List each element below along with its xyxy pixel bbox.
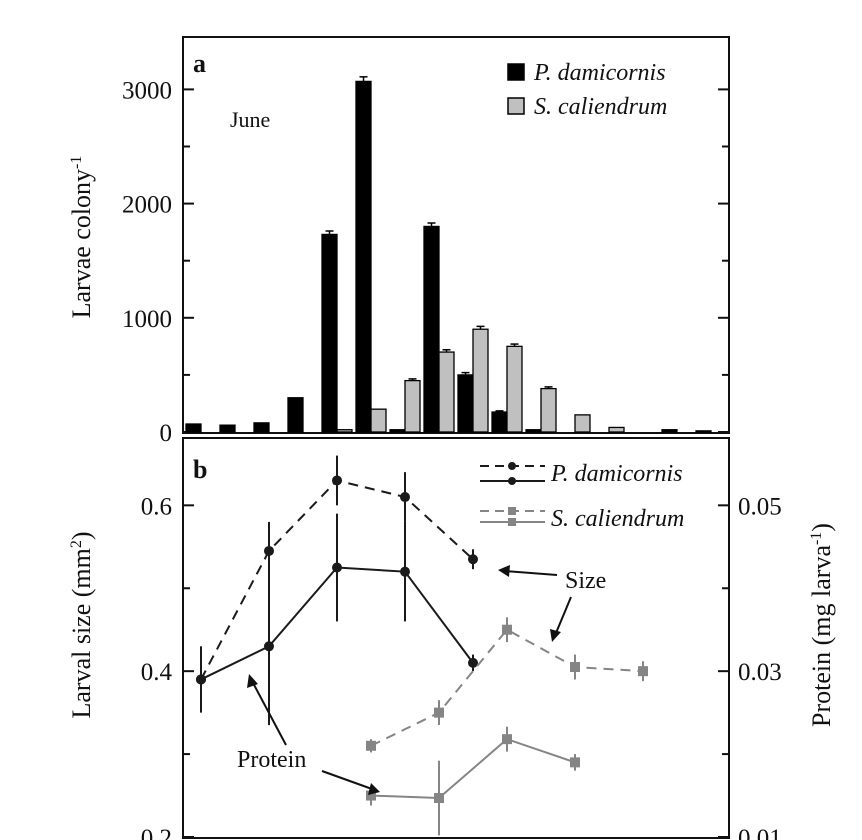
panel-b-frame xyxy=(182,437,730,839)
bar-p-damicornis-7 xyxy=(423,225,440,433)
panel-a-letter: a xyxy=(193,49,206,78)
panel-b-left-y-axis-label: Larval size (mm2) xyxy=(67,531,96,718)
series-point-s-caliendrum-size xyxy=(638,666,648,677)
legend-label-p-damicornis: P. damicornis xyxy=(533,60,666,86)
panel-b-left-y-tick-label: 0.6 xyxy=(141,493,172,520)
series-point-s-caliendrum-protein xyxy=(366,790,376,801)
panel-b-right-y-axis-label: Protein (mg larva-1) xyxy=(807,523,836,727)
bar-s-caliendrum-4 xyxy=(336,429,353,433)
protein-arrow-2 xyxy=(321,770,373,790)
size-arrowhead-2 xyxy=(550,629,561,642)
bar-p-damicornis-10 xyxy=(525,429,542,433)
protein-arrowhead-1 xyxy=(247,674,258,688)
panel-b-letter: b xyxy=(193,455,207,484)
series-line-s-caliendrum-protein xyxy=(370,738,576,800)
legend-label-p-damicornis-b: P. damicornis xyxy=(550,461,683,487)
bar-s-caliendrum-9 xyxy=(506,345,523,433)
bar-s-caliendrum-10 xyxy=(540,387,557,433)
panel-a-legend: P. damicornis S. caliendrum xyxy=(507,60,667,120)
panel-b-right-y-tick-label: 0.03 xyxy=(738,659,782,686)
june-annotation: June xyxy=(230,107,270,132)
panel-b-right-y-tick-label: 0.05 xyxy=(738,493,782,520)
bar-s-caliendrum-7 xyxy=(438,351,455,433)
panel-b-left-y-tick-label: 0.4 xyxy=(141,659,173,686)
bar-p-damicornis-4 xyxy=(321,233,338,433)
bar-p-damicornis-9 xyxy=(491,411,508,433)
panel-b-right-y-ticks: 0.01 0.03 0.05 xyxy=(718,493,782,840)
panel-a-bars xyxy=(185,76,712,433)
bar-s-caliendrum-6 xyxy=(404,379,421,433)
size-arrow-1 xyxy=(504,570,558,576)
bar-s-caliendrum-8 xyxy=(472,328,489,433)
legend-marker-s-caliendrum-solid xyxy=(508,518,516,526)
legend-swatch-p-damicornis xyxy=(507,63,525,81)
bar-p-damicornis-14 xyxy=(661,429,678,433)
protein-annotation: Protein xyxy=(237,747,306,773)
legend-swatch-s-caliendrum xyxy=(507,97,525,115)
panel-a-y-tick-label: 1000 xyxy=(122,306,172,333)
bar-s-caliendrum-5 xyxy=(370,408,387,433)
series-point-p-damicornis-size xyxy=(468,554,478,565)
series-point-s-caliendrum-protein xyxy=(502,734,512,745)
size-arrowhead-1 xyxy=(498,565,510,577)
bar-p-damicornis-6 xyxy=(389,429,406,433)
bar-p-damicornis-3 xyxy=(287,397,304,433)
series-point-p-damicornis-size xyxy=(264,545,274,556)
legend-label-s-caliendrum-b: S. caliendrum xyxy=(551,506,684,532)
panel-a-y-tick-label: 0 xyxy=(160,420,173,447)
series-point-s-caliendrum-size xyxy=(434,707,444,718)
panel-a-y-tick-label: 3000 xyxy=(122,77,172,104)
bar-p-damicornis-2 xyxy=(253,422,270,433)
series-point-p-damicornis-protein xyxy=(468,657,478,668)
series-point-p-damicornis-size xyxy=(332,475,342,486)
panel-a-y-axis-label: Larvae colony-1 xyxy=(67,156,96,319)
series-point-p-damicornis-protein xyxy=(196,674,206,685)
panel-b-right-y-tick-label: 0.01 xyxy=(738,825,782,840)
legend-label-s-caliendrum: S. caliendrum xyxy=(534,94,667,120)
protein-arrow-1 xyxy=(251,680,287,746)
series-point-s-caliendrum-size xyxy=(502,624,512,635)
panel-b: b 0.2 0.4 0.6 0.01 0.03 0.05 P. damicornis S… xyxy=(67,437,836,840)
size-arrow-2 xyxy=(555,596,572,634)
protein-arrowhead-2 xyxy=(368,783,380,795)
bar-s-caliendrum-11 xyxy=(574,414,591,433)
bar-p-damicornis-8 xyxy=(457,374,474,433)
bar-p-damicornis-1 xyxy=(219,424,236,433)
panel-b-series xyxy=(196,455,648,836)
panel-a-frame xyxy=(182,36,730,434)
legend-marker-p-damicornis-dashed xyxy=(508,462,516,470)
series-point-s-caliendrum-size xyxy=(570,662,580,673)
series-point-p-damicornis-size xyxy=(400,492,410,503)
legend-marker-s-caliendrum-dashed xyxy=(508,507,516,515)
bar-p-damicornis-0 xyxy=(185,423,202,433)
series-point-p-damicornis-protein xyxy=(332,562,342,573)
panel-b-left-y-ticks: 0.2 0.4 0.6 xyxy=(141,493,194,840)
series-point-s-caliendrum-size xyxy=(366,740,376,751)
series-point-s-caliendrum-protein xyxy=(434,793,444,804)
panel-a: a June 0 1000 2000 3000 P. damicornis S. ca… xyxy=(67,36,730,447)
panel-b-legend: P. damicornis S. caliendrum xyxy=(480,461,684,532)
panel-a-y-ticks: 0 1000 2000 3000 xyxy=(122,77,728,447)
panel-a-y-tick-label: 2000 xyxy=(122,192,172,219)
legend-marker-p-damicornis-solid xyxy=(508,477,516,485)
bar-p-damicornis-5 xyxy=(355,80,372,433)
panel-b-left-y-tick-label: 0.2 xyxy=(141,825,172,840)
series-point-s-caliendrum-protein xyxy=(570,757,580,768)
series-point-p-damicornis-protein xyxy=(264,641,274,652)
bar-s-caliendrum-12 xyxy=(608,426,625,433)
bar-p-damicornis-15 xyxy=(695,430,712,433)
size-annotation: Size xyxy=(565,568,606,594)
series-point-p-damicornis-protein xyxy=(400,566,410,577)
